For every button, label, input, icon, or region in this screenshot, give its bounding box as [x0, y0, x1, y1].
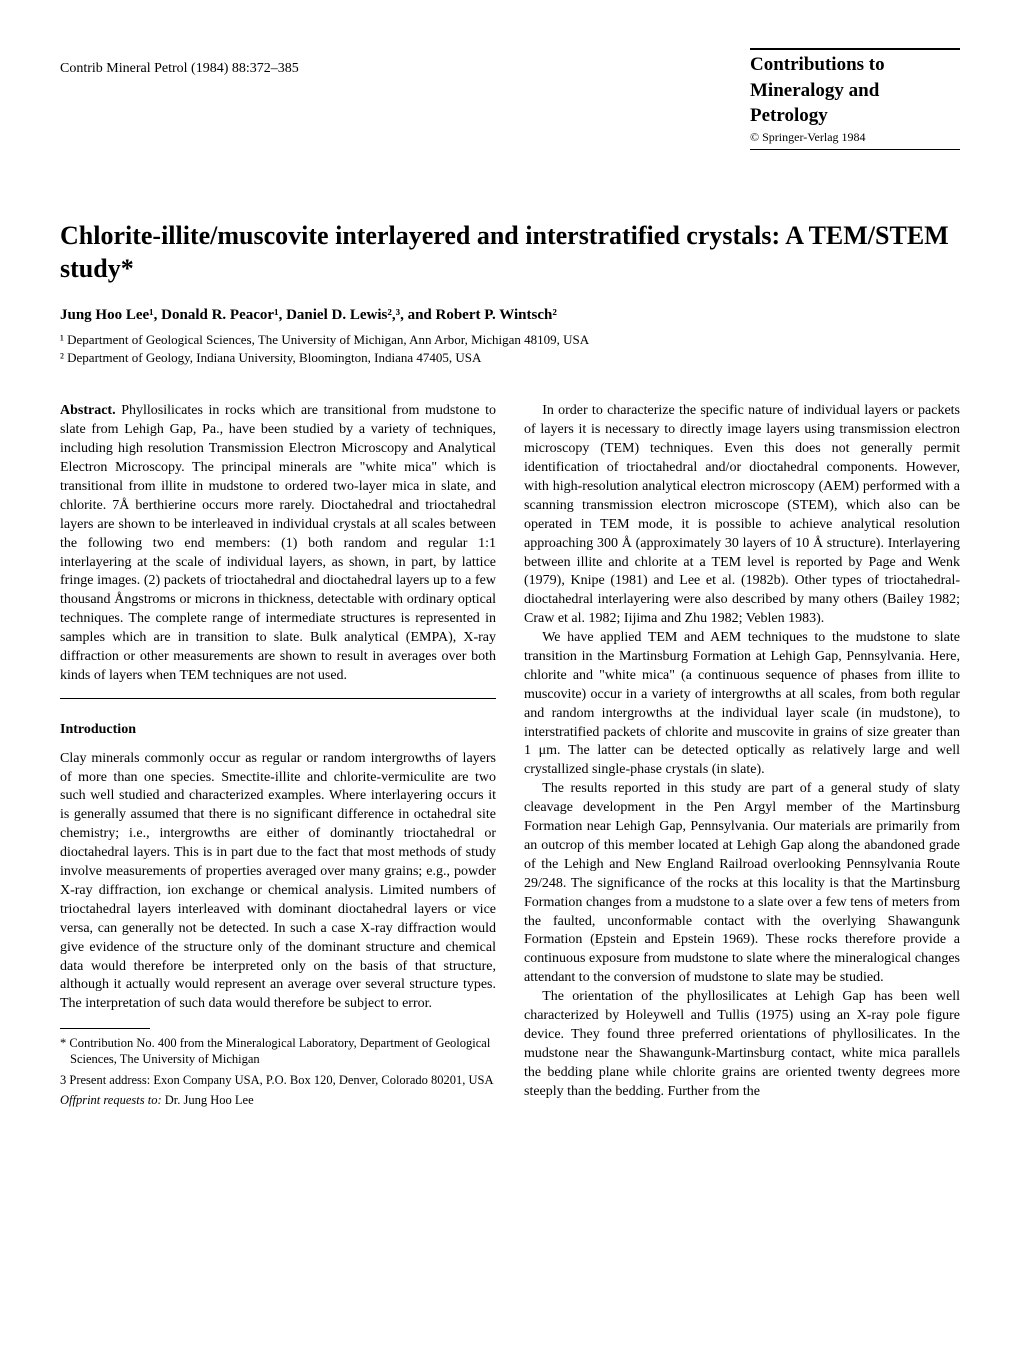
journal-citation: Contrib Mineral Petrol (1984) 88:372–385 — [60, 48, 299, 79]
footnote-present-address: 3 Present address: Exon Company USA, P.O… — [60, 1072, 496, 1088]
brand-line-3: Petrology — [750, 103, 960, 129]
two-column-body: Abstract. Phyllosilicates in rocks which… — [60, 402, 960, 1112]
affiliations: ¹ Department of Geological Sciences, The… — [60, 331, 960, 366]
footnotes: * Contribution No. 400 from the Mineralo… — [60, 1035, 496, 1108]
right-paragraph-2: We have applied TEM and AEM techniques t… — [524, 629, 960, 780]
brand-line-2: Mineralogy and — [750, 78, 960, 104]
affiliation-1: ¹ Department of Geological Sciences, The… — [60, 331, 960, 349]
abstract-label: Abstract. — [60, 403, 116, 418]
author-list: Jung Hoo Lee¹, Donald R. Peacor¹, Daniel… — [60, 305, 960, 325]
journal-brand: Contributions to Mineralogy and Petrolog… — [750, 48, 960, 150]
footnote-offprint: Offprint requests to: Dr. Jung Hoo Lee — [60, 1092, 496, 1108]
intro-paragraph-1: Clay minerals commonly occur as regular … — [60, 750, 496, 1014]
offprint-label: Offprint requests to: — [60, 1093, 162, 1107]
abstract: Abstract. Phyllosilicates in rocks which… — [60, 402, 496, 685]
left-column: Abstract. Phyllosilicates in rocks which… — [60, 402, 496, 1112]
introduction-heading: Introduction — [60, 721, 496, 740]
right-paragraph-3: The results reported in this study are p… — [524, 780, 960, 988]
footnote-separator — [60, 1028, 150, 1029]
abstract-text: Phyllosilicates in rocks which are trans… — [60, 403, 496, 682]
brand-copyright: © Springer-Verlag 1984 — [750, 129, 960, 145]
affiliation-2: ² Department of Geology, Indiana Univers… — [60, 349, 960, 367]
page-header: Contrib Mineral Petrol (1984) 88:372–385… — [60, 48, 960, 150]
brand-line-1: Contributions to — [750, 52, 960, 78]
offprint-text: Dr. Jung Hoo Lee — [162, 1093, 254, 1107]
article-title: Chlorite-illite/muscovite interlayered a… — [60, 220, 960, 285]
right-paragraph-1: In order to characterize the specific na… — [524, 402, 960, 629]
right-paragraph-4: The orientation of the phyllosilicates a… — [524, 988, 960, 1101]
right-column: In order to characterize the specific na… — [524, 402, 960, 1112]
abstract-separator — [60, 698, 496, 699]
footnote-contribution: * Contribution No. 400 from the Mineralo… — [60, 1035, 496, 1068]
